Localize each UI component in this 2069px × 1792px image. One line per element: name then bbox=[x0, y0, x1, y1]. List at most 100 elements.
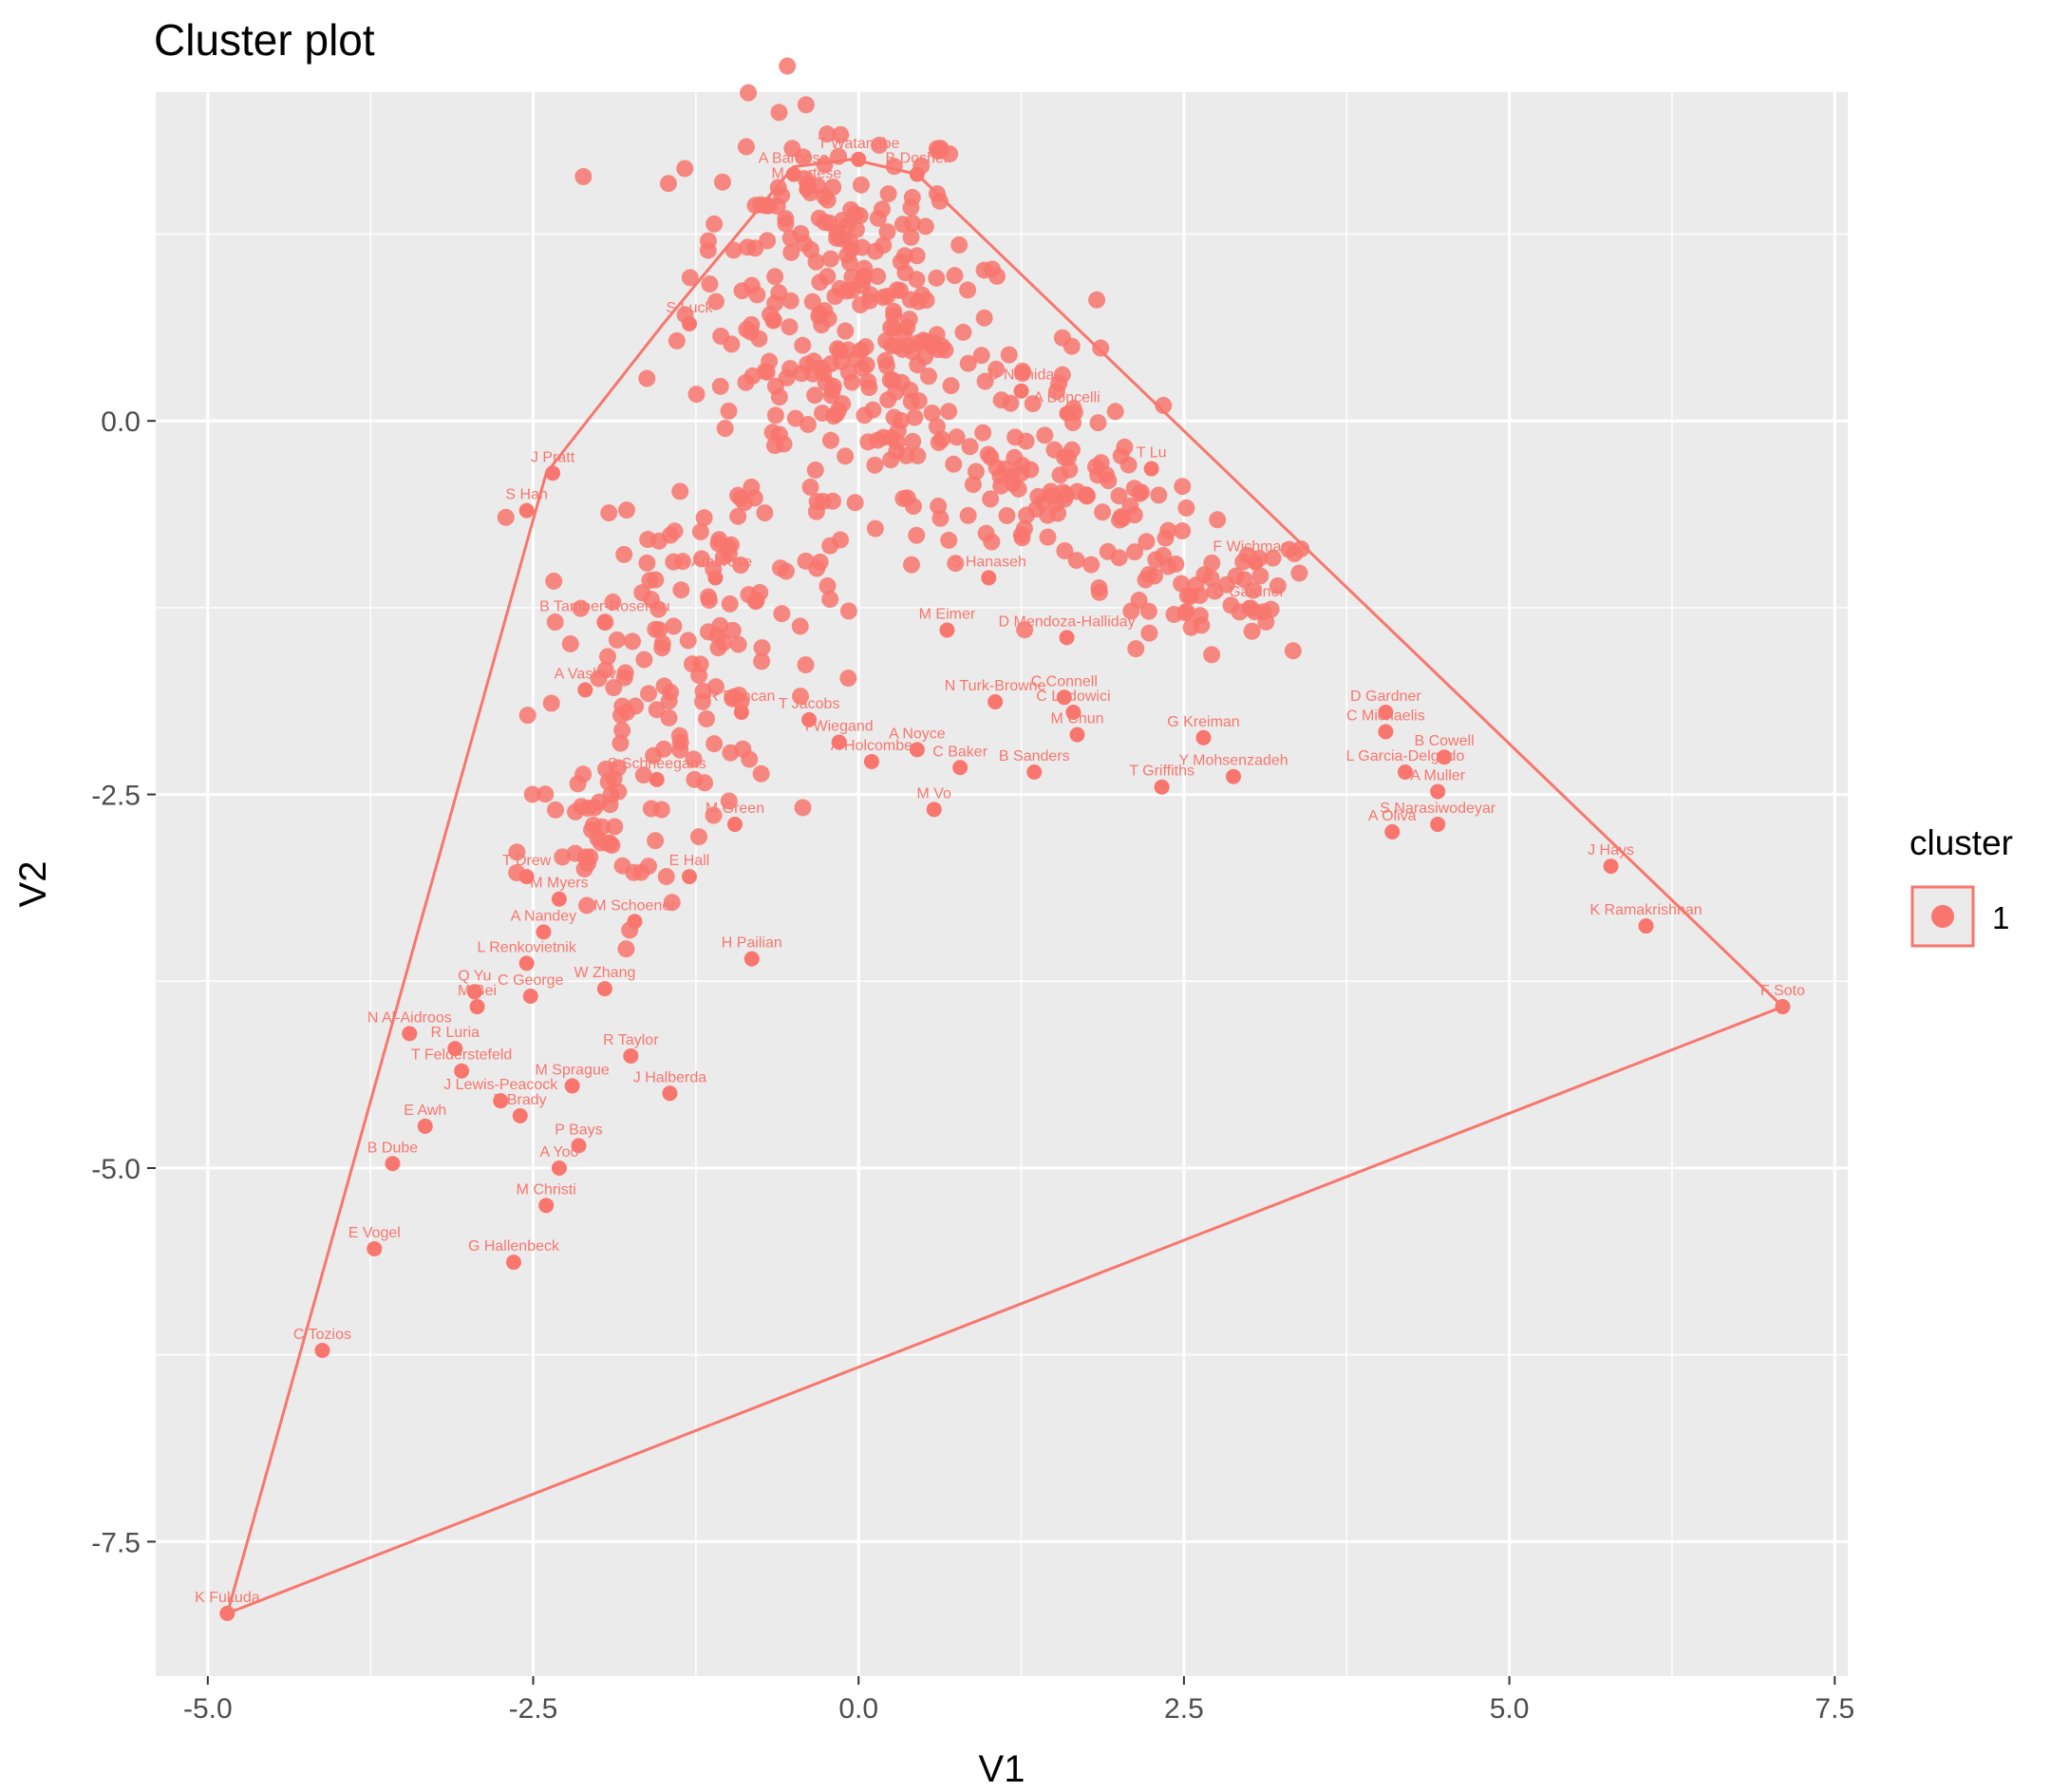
cloud-point bbox=[827, 406, 845, 424]
cloud-point bbox=[959, 354, 977, 372]
cloud-point bbox=[1181, 587, 1199, 605]
cloud-point bbox=[950, 236, 969, 254]
cloud-point bbox=[743, 315, 761, 333]
cloud-point bbox=[806, 461, 824, 479]
cloud-point bbox=[1127, 640, 1145, 658]
cloud-point bbox=[843, 373, 861, 391]
data-point bbox=[1775, 999, 1791, 1015]
cloud-point bbox=[1217, 575, 1235, 594]
cloud-point bbox=[648, 701, 666, 719]
point-label: M Eimer bbox=[919, 606, 976, 622]
cloud-point bbox=[975, 309, 993, 327]
cloud-point bbox=[605, 679, 623, 697]
point-label: H Pailian bbox=[722, 935, 782, 952]
cloud-point bbox=[928, 140, 946, 158]
cloud-point bbox=[705, 806, 723, 824]
data-point bbox=[1143, 461, 1159, 477]
cloud-point bbox=[773, 605, 791, 623]
cloud-point bbox=[928, 269, 946, 287]
cloud-point bbox=[584, 816, 602, 834]
cloud-point bbox=[895, 247, 913, 265]
cloud-point bbox=[1056, 542, 1074, 560]
cloud-point bbox=[719, 538, 737, 556]
point-label: T Brady bbox=[494, 1092, 547, 1108]
point-label: N Al-Aidroos bbox=[367, 1009, 452, 1026]
cloud-point bbox=[1139, 602, 1157, 620]
data-point bbox=[512, 1107, 528, 1123]
cloud-point bbox=[816, 156, 834, 174]
cloud-point bbox=[964, 476, 982, 494]
cloud-point bbox=[806, 387, 824, 405]
point-label: K Fukuda bbox=[195, 1590, 260, 1606]
cloud-point bbox=[596, 760, 614, 778]
cloud-point bbox=[657, 868, 675, 886]
cloud-point bbox=[1050, 374, 1068, 392]
data-point bbox=[909, 742, 925, 758]
cloud-point bbox=[732, 556, 750, 575]
data-point bbox=[1013, 383, 1029, 399]
cloud-point bbox=[638, 554, 656, 572]
point-label: N Turk-Browne bbox=[945, 678, 1046, 694]
x-tick-label: 5.0 bbox=[1490, 1693, 1530, 1725]
cloud-point bbox=[659, 175, 677, 193]
cloud-point bbox=[720, 792, 738, 810]
point-label: M Chun bbox=[1050, 711, 1103, 727]
data-point bbox=[1154, 779, 1170, 795]
cloud-point bbox=[1290, 564, 1308, 582]
chart-title: Cluster plot bbox=[154, 15, 375, 65]
cloud-point bbox=[574, 167, 592, 185]
cloud-point bbox=[1203, 554, 1221, 572]
point-label: S Narasiwodeyar bbox=[1380, 801, 1496, 817]
data-point bbox=[909, 166, 925, 182]
x-axis-title: V1 bbox=[979, 1748, 1025, 1790]
cloud-point bbox=[866, 456, 884, 474]
cloud-point bbox=[600, 504, 618, 522]
point-label: M Sprague bbox=[536, 1062, 610, 1078]
point-label: C Michaelis bbox=[1346, 707, 1425, 724]
point-label: R Luria bbox=[430, 1025, 480, 1041]
cloud-point bbox=[818, 576, 837, 594]
cloud-point bbox=[737, 138, 755, 156]
cloud-point bbox=[647, 832, 665, 850]
cloud-point bbox=[599, 773, 617, 791]
point-label: E Vogel bbox=[348, 1225, 401, 1241]
cloud-point bbox=[1024, 395, 1042, 413]
cloud-point bbox=[699, 232, 717, 250]
cloud-point bbox=[838, 246, 856, 264]
grid-minor-lines bbox=[156, 92, 1848, 1676]
cloud-point bbox=[878, 223, 896, 241]
y-tick-label: -7.5 bbox=[91, 1527, 141, 1558]
cloud-point bbox=[578, 799, 596, 817]
cloud-point bbox=[624, 632, 642, 651]
cloud-point bbox=[1106, 403, 1124, 421]
y-axis-title: V2 bbox=[12, 861, 54, 908]
point-label: F Soto bbox=[1760, 983, 1805, 999]
cloud-point bbox=[856, 338, 875, 356]
cloud-point bbox=[665, 617, 683, 635]
data-point bbox=[577, 682, 593, 698]
cloud-point bbox=[931, 509, 950, 527]
point-label: J Halberda bbox=[633, 1069, 706, 1085]
cloud-point bbox=[864, 401, 882, 419]
cloud-point bbox=[1264, 549, 1282, 567]
point-labels: K Fukuda F Soto C Tozios E Vogel G Hallenbec… bbox=[195, 136, 1805, 1606]
cloud-point bbox=[914, 331, 932, 349]
data-point bbox=[385, 1156, 401, 1172]
data-point bbox=[522, 989, 538, 1005]
cloud-point bbox=[1202, 569, 1220, 587]
data-point bbox=[1069, 726, 1085, 743]
data-point bbox=[518, 502, 535, 519]
cloud-point bbox=[917, 292, 935, 310]
cloud-point bbox=[1000, 346, 1018, 364]
cloud-point bbox=[1082, 556, 1100, 574]
cloud-point bbox=[1150, 486, 1168, 504]
point-label: A Barbosa bbox=[759, 151, 829, 167]
plot-panel bbox=[156, 92, 1848, 1676]
cloud-point bbox=[617, 501, 635, 519]
cloud-point bbox=[811, 274, 829, 292]
point-label: J Hays bbox=[1588, 842, 1634, 858]
cloud-point bbox=[843, 281, 861, 299]
cloud-point bbox=[681, 269, 699, 287]
cloud-point bbox=[670, 726, 688, 745]
cloud-point bbox=[1063, 337, 1081, 355]
